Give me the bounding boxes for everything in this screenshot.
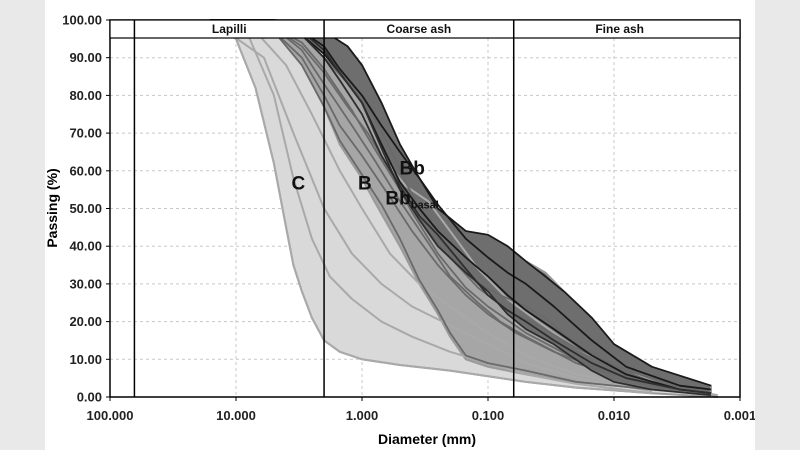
series-line	[210, 19, 712, 395]
grain-size-chart: Lapilli Coarse ash Fine ash 0.0010.0020.00…	[45, 13, 755, 448]
y-tick-label: 10.00	[69, 352, 102, 367]
y-tick-label: 30.00	[69, 276, 102, 291]
x-tick-label: 0.100	[472, 408, 505, 423]
y-tick-label: 60.00	[69, 163, 102, 178]
region-label-bb: Bb	[399, 159, 424, 180]
series-line	[209, 19, 653, 395]
series-line	[210, 19, 712, 395]
region-label-b: B	[358, 174, 372, 195]
y-tick-label: 50.00	[69, 201, 102, 216]
x-tick-label: 100.000	[87, 408, 134, 423]
series-line	[210, 19, 712, 395]
region-label-c: C	[291, 174, 305, 195]
zone-label: Fine ash	[595, 22, 644, 36]
y-tick-label: 20.00	[69, 314, 102, 329]
y-axis-title: Passing (%)	[45, 168, 60, 247]
x-tick-label: 10.000	[216, 408, 256, 423]
x-axis-title: Diameter (mm)	[378, 431, 476, 447]
zone-label: Coarse ash	[387, 22, 452, 36]
y-tick-label: 90.00	[69, 50, 102, 65]
y-tick-label: 70.00	[69, 126, 102, 141]
zone-header-band	[109, 19, 741, 39]
x-tick-label: 0.001	[724, 408, 755, 423]
y-tick-label: 80.00	[69, 88, 102, 103]
y-tick-label: 100.00	[62, 13, 102, 28]
x-tick-label: 0.010	[598, 408, 631, 423]
zone-label: Lapilli	[212, 22, 247, 36]
zone-boundaries	[133, 20, 515, 397]
tick-labels: 0.0010.0020.0030.0040.0050.0060.0070.008…	[62, 13, 755, 424]
series-line	[210, 19, 652, 391]
series-line	[210, 19, 653, 391]
y-tick-label: 40.00	[69, 239, 102, 254]
region-label-subscript: basal	[411, 200, 439, 212]
y-tick-label: 0.00	[77, 390, 102, 405]
chart-canvas: Lapilli Coarse ash Fine ash 0.00 10.00 20.00…	[45, 0, 755, 450]
x-tick-label: 1.000	[346, 408, 379, 423]
series-line	[209, 19, 653, 393]
